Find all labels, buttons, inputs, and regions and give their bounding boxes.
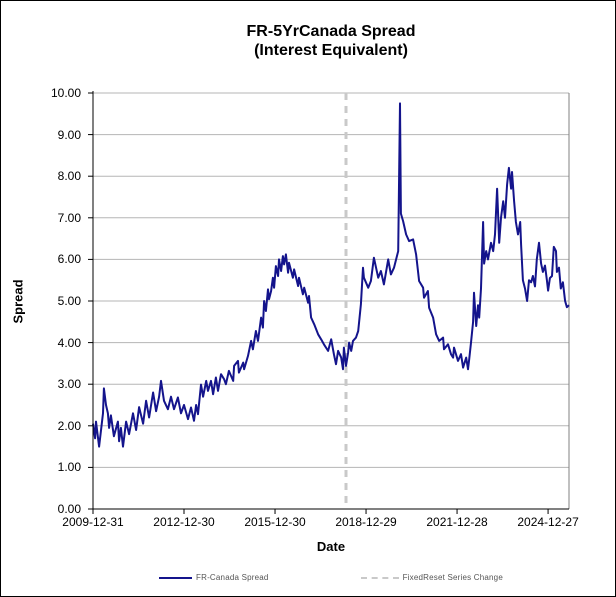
chart-title: FR-5YrCanada Spread (Interest Equivalent… bbox=[93, 22, 569, 60]
series-line-sample-icon bbox=[159, 576, 192, 579]
y-tick-label: 10.00 bbox=[50, 86, 81, 100]
chart-title-line1: FR-5YrCanada Spread bbox=[246, 23, 416, 40]
y-axis-title: Spread bbox=[10, 279, 26, 324]
y-tick-label: 4.00 bbox=[57, 335, 81, 350]
spread-series-line bbox=[92, 102, 570, 448]
legend: FR-Canada Spread FixedReset Series Chang… bbox=[93, 573, 569, 582]
y-tick-label: 2.00 bbox=[57, 418, 81, 433]
x-tick-label: 2012-12-30 bbox=[153, 515, 215, 529]
y-tick-label: 6.00 bbox=[57, 252, 81, 267]
x-tick-label: 2015-12-30 bbox=[244, 515, 306, 529]
x-tick-label: 2024-12-27 bbox=[517, 515, 579, 529]
y-tick-label: 5.00 bbox=[57, 294, 81, 308]
x-tick-label: 2021-12-28 bbox=[426, 515, 488, 529]
marker-dashed-line-sample-icon bbox=[360, 576, 399, 579]
y-tick-label: 3.00 bbox=[57, 377, 81, 392]
y-tick-label: 7.00 bbox=[57, 210, 81, 225]
x-tick-label: 2018-12-29 bbox=[335, 515, 397, 529]
x-axis-title: Date bbox=[316, 539, 346, 554]
y-tick-label: 0.00 bbox=[57, 502, 81, 516]
legend-entry-series: FR-Canada Spread bbox=[159, 573, 269, 582]
legend-series-label: FR-Canada Spread bbox=[196, 573, 269, 582]
legend-entry-marker: FixedReset Series Change bbox=[360, 573, 503, 582]
legend-marker-label: FixedReset Series Change bbox=[402, 573, 503, 582]
y-tick-label: 9.00 bbox=[57, 127, 81, 142]
y-tick-label: 8.00 bbox=[57, 169, 81, 184]
x-tick-label: 2009-12-31 bbox=[62, 515, 124, 529]
y-tick-label: 1.00 bbox=[57, 460, 81, 475]
chart-title-line2: (Interest Equivalent) bbox=[254, 42, 408, 59]
